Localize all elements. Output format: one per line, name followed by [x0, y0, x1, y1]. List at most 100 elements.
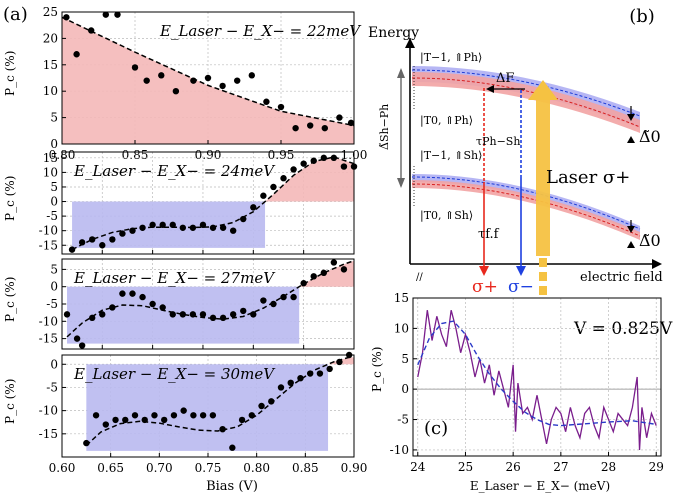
- noisy-series: [417, 309, 657, 450]
- data-point: [159, 221, 166, 229]
- data-point: [330, 259, 338, 266]
- data-point: [260, 297, 267, 304]
- data-point: [122, 416, 129, 424]
- data-point: [310, 273, 317, 280]
- panel-a-ylabel-group: P_c (%) P_c (%) P_c (%) P_c (%): [3, 51, 17, 424]
- delta0-bottom-head-a: [627, 226, 635, 233]
- ytick-label: 0: [50, 357, 58, 371]
- data-point: [209, 314, 217, 322]
- data-point: [199, 412, 207, 419]
- data-point: [250, 204, 257, 211]
- sigma-minus-label: σ−: [508, 277, 534, 297]
- state-t-1-ph: |T−1, ⇑Ph⟩: [420, 51, 482, 65]
- delta0-top-head-b: [627, 136, 635, 143]
- xtick-label: 0.95: [268, 148, 295, 162]
- ytick-label: -5: [46, 209, 58, 223]
- data-point: [102, 421, 110, 428]
- subplot-title: E_Laser − E_X− = 22meV: [159, 22, 362, 40]
- data-point: [290, 166, 297, 173]
- xtick-label: 29: [649, 460, 664, 474]
- xtick-label: 0.70: [146, 461, 173, 475]
- ytick-label: 5: [50, 262, 58, 276]
- data-point: [179, 311, 187, 318]
- xtick-label: 0.85: [292, 461, 319, 475]
- lower-band-blue-line: [411, 176, 641, 230]
- xtick-label: 0.60: [49, 461, 76, 475]
- ytick-label: 5: [50, 180, 58, 194]
- data-point: [300, 160, 307, 167]
- panel-c-ylabel: P_c (%): [370, 347, 384, 392]
- data-point: [336, 358, 343, 366]
- ytick-label: 10: [43, 84, 58, 98]
- data-point: [280, 175, 287, 182]
- subplot-title: E_Laser − E_X− = 30meV: [73, 365, 276, 383]
- upper-band-red: [412, 72, 640, 133]
- ytick-label: 10: [394, 321, 409, 335]
- data-point: [316, 370, 324, 377]
- ytick-label: 15: [394, 291, 409, 305]
- data-point: [234, 77, 241, 84]
- field-axis-arrow: [652, 259, 662, 269]
- data-point: [229, 444, 236, 451]
- ytick-label: 0: [50, 137, 58, 151]
- data-point: [73, 335, 81, 342]
- data-point: [88, 27, 95, 34]
- ytick-label: 0: [50, 195, 58, 209]
- panel-a-ylabel: P_c (%): [3, 51, 17, 96]
- panel-c-label: (c): [424, 418, 448, 439]
- data-point: [112, 416, 119, 424]
- data-point: [250, 311, 257, 318]
- data-point: [139, 293, 146, 301]
- data-point: [143, 77, 150, 84]
- subplot-4: -15 -10 -5 0 0.60 0.65 0.70 0.75 0.80 0.85 0.90 E_L…: [39, 351, 368, 475]
- data-point: [300, 280, 307, 287]
- fit-series: [417, 320, 657, 427]
- panel-b-diagram: (b) Energy // electric field Δ̃Sh−Ph |T−…: [368, 6, 663, 300]
- data-point: [139, 224, 146, 231]
- data-point: [83, 439, 90, 447]
- data-point: [268, 398, 275, 405]
- data-point: [260, 192, 267, 199]
- ytick-label: -15: [39, 238, 58, 252]
- data-point: [109, 304, 116, 311]
- data-point: [290, 293, 297, 301]
- ytick-label: -5: [46, 297, 58, 311]
- xtick-label: 0.80: [243, 461, 270, 475]
- laser-label: Laser σ+: [546, 167, 630, 188]
- plot-c-frame: [412, 297, 662, 457]
- data-point: [320, 154, 327, 162]
- ytick-label: -10: [39, 314, 58, 328]
- data-point: [310, 157, 317, 164]
- state-t0-sh: |T0, ⇑Sh⟩: [420, 209, 473, 223]
- ytick-label: 5: [50, 111, 58, 125]
- shade-negative: [86, 364, 329, 451]
- data-point: [270, 183, 277, 191]
- data-point: [159, 304, 166, 311]
- data-point: [99, 311, 106, 318]
- data-point: [78, 239, 86, 246]
- data-point: [287, 379, 294, 387]
- upper-band-blue-line: [411, 69, 641, 117]
- ytick-label: -10: [39, 224, 58, 238]
- ytick-label: 25: [43, 5, 58, 19]
- data-point: [277, 384, 285, 391]
- sigma-plus-label: σ+: [472, 277, 498, 297]
- xtick-label: 0.90: [195, 148, 222, 162]
- xtick-label: 24: [410, 460, 426, 474]
- xtick-label: 0.85: [122, 148, 149, 162]
- data-point: [321, 124, 328, 132]
- data-point: [151, 412, 158, 419]
- tau-ff-label: τf.f: [478, 227, 500, 242]
- data-point: [258, 402, 265, 410]
- panel-c-annotation: V = 0.825V: [573, 319, 673, 339]
- data-point: [336, 114, 343, 121]
- ytick-label: -15: [39, 427, 58, 441]
- subplot-frame: [61, 151, 355, 255]
- panel-c-xlabel: E_Laser − E_X− (meV): [470, 479, 610, 493]
- axis-break-mark: //: [416, 272, 423, 283]
- xtick-label: 0.90: [341, 461, 368, 475]
- data-point: [280, 293, 287, 301]
- data-point: [204, 74, 212, 82]
- ytick-label: -10: [39, 404, 58, 418]
